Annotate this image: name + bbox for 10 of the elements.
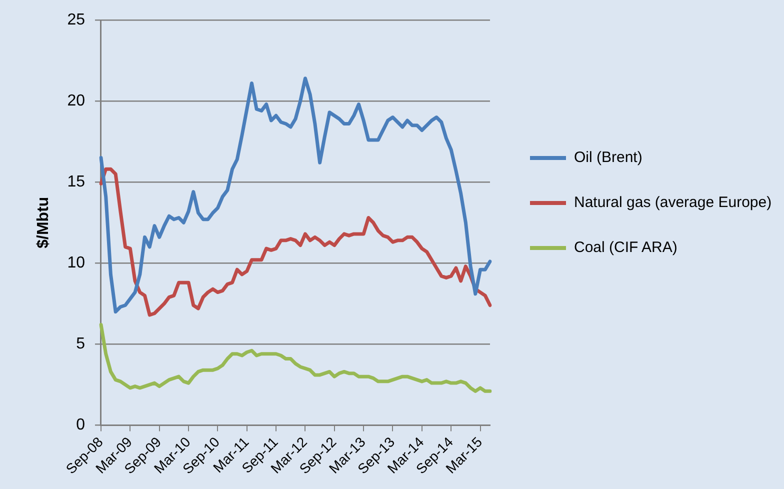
legend-label: Coal (CIF ARA) (574, 238, 678, 257)
y-tick-label: 5 (76, 336, 86, 353)
y-tick-label: 25 (67, 11, 86, 28)
y-tick-label: 0 (76, 416, 86, 434)
legend-label: Natural gas (average Europe) (574, 193, 772, 212)
y-tick-label: 20 (67, 92, 86, 110)
legend-label: Oil (Brent) (574, 148, 642, 167)
y-tick-label: 10 (67, 254, 86, 272)
y-tick-label: 15 (67, 173, 86, 190)
y-axis-title: $/Mbtu (35, 196, 52, 248)
